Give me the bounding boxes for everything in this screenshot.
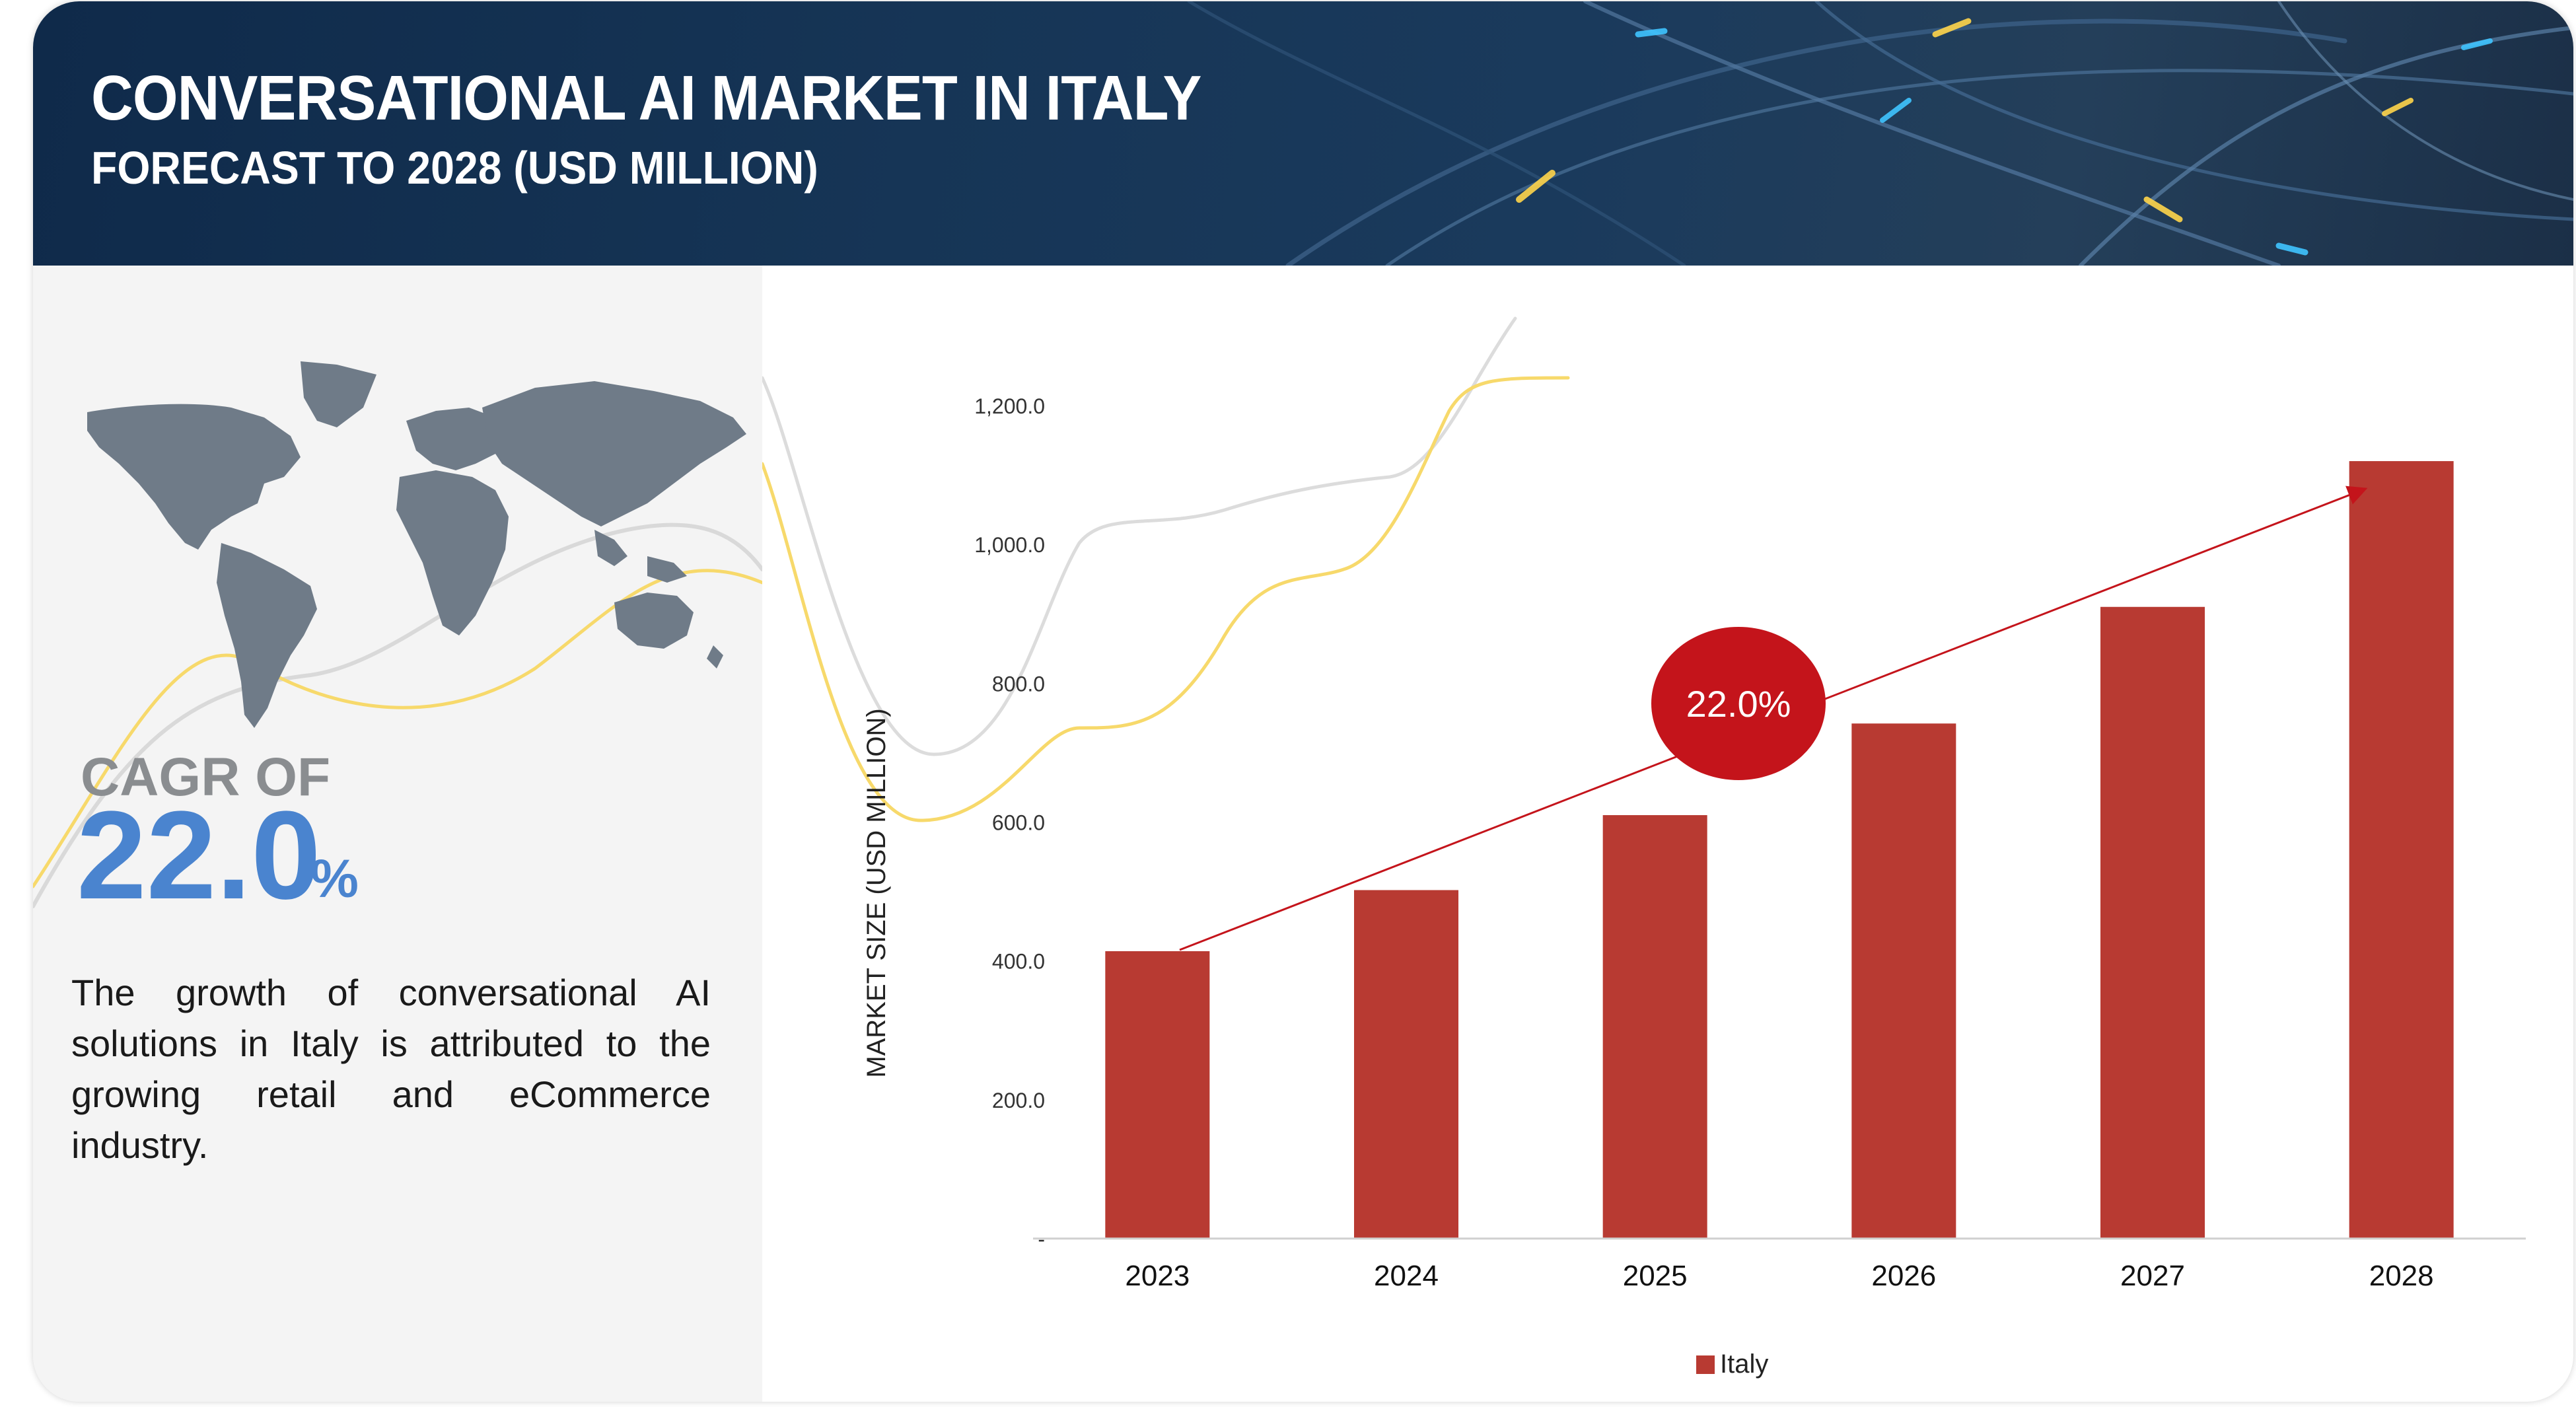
bar-2027 [2100, 606, 2205, 1239]
world-map-icon [33, 361, 762, 908]
decorative-chart-waves [762, 316, 1570, 822]
chart-legend: Italy [1696, 1350, 1768, 1379]
infographic-card: CONVERSATIONAL AI MARKET IN ITALY FORECA… [33, 1, 2573, 1402]
x-tick-label: 2028 [2369, 1260, 2434, 1292]
bar-series-italy [1105, 461, 2454, 1239]
y-tick-label: 600.0 [992, 811, 1045, 835]
x-tick-label: 2025 [1623, 1260, 1688, 1292]
world-map-shape [87, 361, 746, 728]
x-tick-label: 2027 [2120, 1260, 2185, 1292]
header-decoration [1187, 1, 2573, 266]
growth-description: The growth of conversational AI solution… [71, 972, 711, 1166]
legend-swatch-italy [1696, 1355, 1715, 1374]
bar-2025 [1602, 814, 1707, 1239]
cagr-badge-label: 22.0% [1686, 683, 1791, 725]
x-axis: 2023 2024 2025 2026 2027 2028 [1125, 1260, 2433, 1292]
decorative-waves [33, 523, 762, 908]
x-tick-label: 2024 [1374, 1260, 1439, 1292]
page-subtitle: FORECAST TO 2028 (USD MILLION) [91, 142, 818, 194]
bar-2023 [1105, 951, 1210, 1239]
cagr-badge: 22.0% [1651, 627, 1826, 780]
bar-2024 [1354, 890, 1458, 1239]
y-tick-label: 1,200.0 [974, 394, 1045, 418]
cagr-value: 22.0 [77, 785, 321, 925]
bar-2028 [2349, 461, 2454, 1239]
x-tick-label: 2026 [1871, 1260, 1936, 1292]
header-banner: CONVERSATIONAL AI MARKET IN ITALY FORECA… [33, 1, 2573, 266]
x-tick-label: 2023 [1125, 1260, 1190, 1292]
y-tick-label: 1,000.0 [974, 533, 1045, 557]
page-title: CONVERSATIONAL AI MARKET IN ITALY [91, 63, 1201, 133]
summary-panel: CAGR OF 22.0 % The growth of conversatio… [33, 266, 762, 1402]
cagr-unit: % [310, 849, 359, 909]
y-tick-label: 200.0 [992, 1089, 1045, 1112]
bar-2026 [1851, 723, 1956, 1239]
y-tick-label: 400.0 [992, 950, 1045, 974]
y-axis-label: MARKET SIZE (USD MILLION) [862, 708, 891, 1077]
legend-label-italy: Italy [1720, 1350, 1768, 1379]
y-tick-label: 800.0 [992, 672, 1045, 696]
cagr-label: CAGR OF [81, 747, 331, 807]
